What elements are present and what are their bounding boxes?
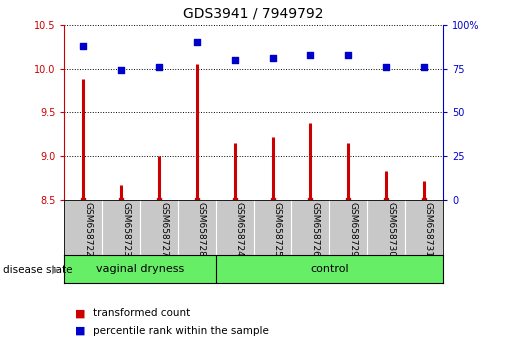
- Text: control: control: [310, 264, 349, 274]
- Text: GSM658730: GSM658730: [386, 202, 395, 257]
- Text: transformed count: transformed count: [93, 308, 190, 318]
- Point: [306, 52, 315, 57]
- Point: [231, 57, 239, 63]
- Point: [382, 64, 390, 70]
- Text: ▶: ▶: [52, 265, 59, 275]
- Text: GSM658723: GSM658723: [121, 202, 130, 257]
- Text: GSM658727: GSM658727: [159, 202, 168, 257]
- Text: GSM658731: GSM658731: [424, 202, 433, 257]
- Point: [268, 55, 277, 61]
- Text: GSM658728: GSM658728: [197, 202, 206, 257]
- Point: [420, 64, 428, 70]
- Text: GSM658724: GSM658724: [235, 202, 244, 256]
- Text: percentile rank within the sample: percentile rank within the sample: [93, 326, 269, 336]
- Text: GSM658726: GSM658726: [311, 202, 319, 257]
- Text: ■: ■: [75, 326, 85, 336]
- Text: disease state: disease state: [3, 265, 72, 275]
- Text: GSM658729: GSM658729: [348, 202, 357, 257]
- Point: [344, 52, 352, 57]
- Title: GDS3941 / 7949792: GDS3941 / 7949792: [183, 7, 324, 21]
- Text: vaginal dryness: vaginal dryness: [96, 264, 184, 274]
- Text: GSM658722: GSM658722: [83, 202, 92, 256]
- Text: ■: ■: [75, 308, 85, 318]
- Point: [193, 40, 201, 45]
- Text: GSM658725: GSM658725: [272, 202, 282, 257]
- Point: [117, 68, 125, 73]
- Point: [155, 64, 163, 70]
- Point: [79, 43, 88, 48]
